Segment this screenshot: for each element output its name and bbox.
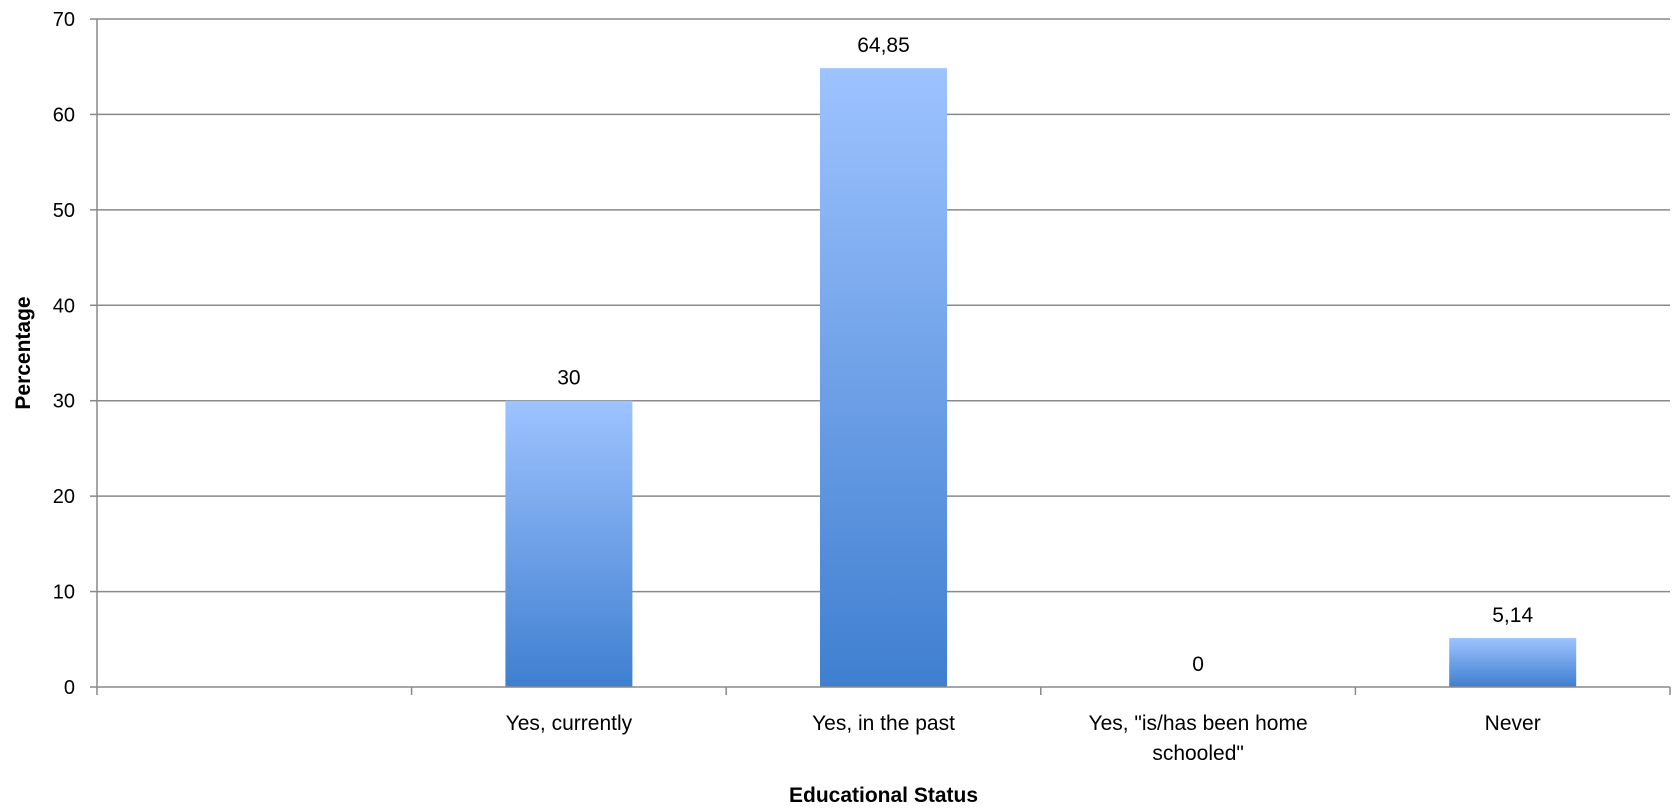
y-tick-label: 30 xyxy=(53,391,75,413)
x-category-label: Yes, "is/has been home schooled" xyxy=(1089,712,1308,765)
data-label: 30 xyxy=(557,367,580,390)
bar xyxy=(1449,637,1577,687)
y-tick-label: 40 xyxy=(53,295,75,317)
bar xyxy=(505,400,633,687)
axes xyxy=(90,18,1671,695)
y-axis-title: Percentage xyxy=(12,296,35,409)
y-tick-label: 10 xyxy=(53,582,75,604)
labels: 0 10 20 30 40 50 60 70 30 Yes, currently 64,85 Yes,… xyxy=(53,9,1541,765)
x-category-label: Never xyxy=(1485,712,1541,735)
bar xyxy=(820,68,947,688)
bars xyxy=(505,68,1577,688)
y-tick-label: 60 xyxy=(53,104,75,126)
data-label: 64,85 xyxy=(857,34,910,57)
y-tick-label: 50 xyxy=(53,200,75,222)
x-category-label: Yes, in the past xyxy=(812,712,955,735)
data-label: 5,14 xyxy=(1492,604,1533,627)
data-label: 0 xyxy=(1192,653,1204,676)
x-category-label: Yes, currently xyxy=(506,712,633,735)
x-axis-title: Educational Status xyxy=(789,784,978,807)
y-tick-label: 20 xyxy=(53,486,75,508)
y-tick-label: 70 xyxy=(53,9,75,31)
y-tick-label: 0 xyxy=(64,677,75,699)
